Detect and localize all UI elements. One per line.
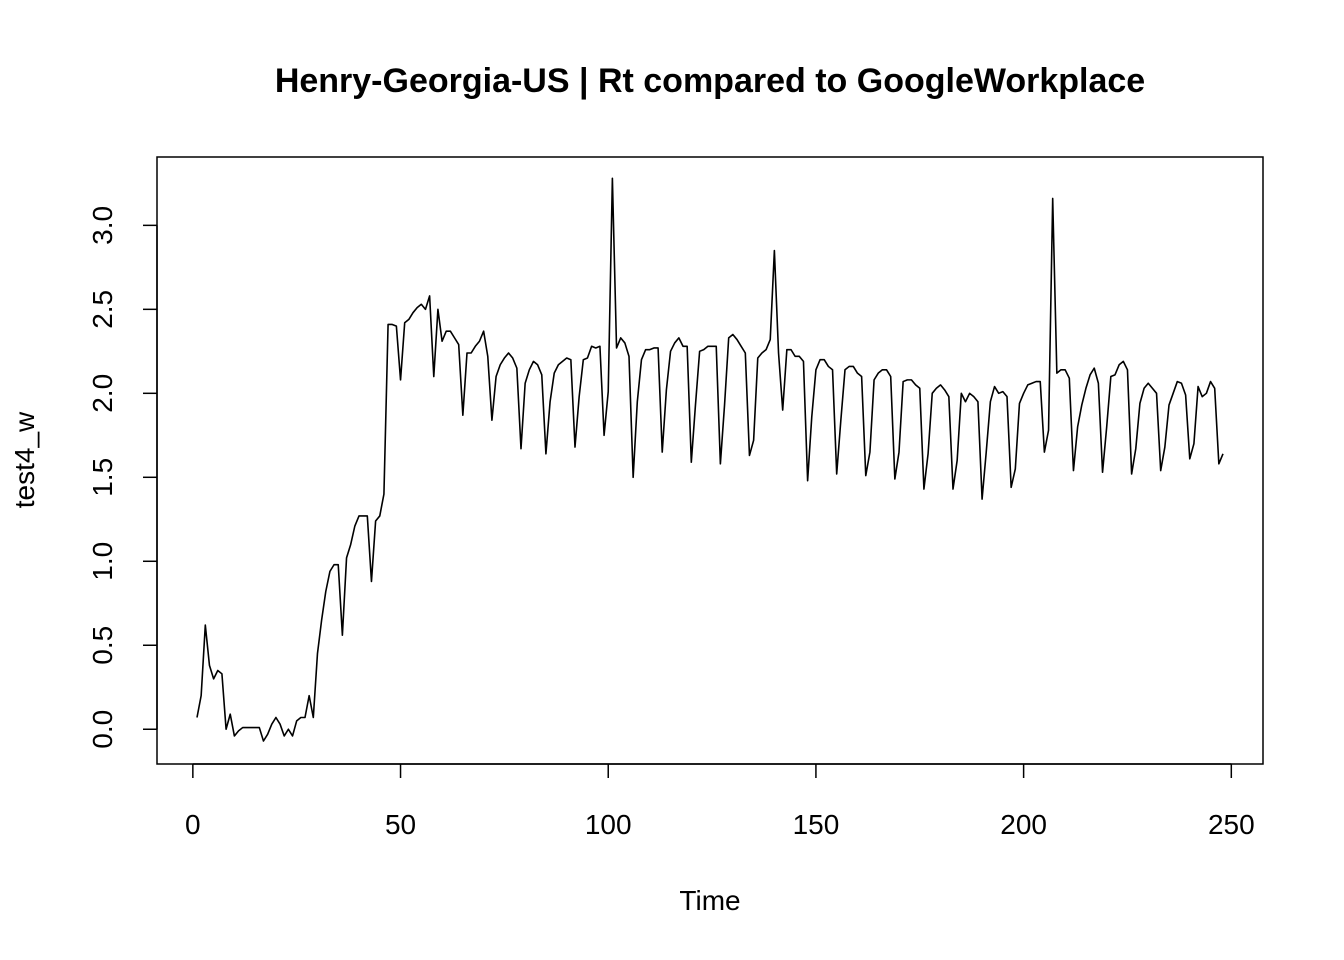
- y-tick-label: 1.0: [87, 542, 118, 581]
- x-tick-label: 0: [185, 809, 201, 840]
- y-tick-label: 0.5: [87, 626, 118, 665]
- x-tick-label: 150: [793, 809, 840, 840]
- x-tick-label: 250: [1208, 809, 1255, 840]
- series-line-test4-w: [196, 177, 1224, 742]
- y-tick-label: 2.5: [87, 290, 118, 329]
- chart-title: Henry-Georgia-US | Rt compared to Google…: [275, 62, 1145, 100]
- y-tick-label: 0.0: [87, 710, 118, 749]
- y-axis: 0.0 0.5 1.0 1.5 2.0 2.5 3.0: [87, 206, 158, 749]
- x-tick-label: 100: [585, 809, 632, 840]
- y-tick-label: 3.0: [87, 206, 118, 245]
- y-tick-label: 1.5: [87, 458, 118, 497]
- y-axis-label: test4_w: [9, 411, 40, 508]
- x-axis-label: Time: [679, 885, 740, 916]
- x-axis: 0 50 100 150 200 250: [185, 763, 1255, 840]
- y-tick-label: 2.0: [87, 374, 118, 413]
- plot-frame: [156, 156, 1264, 765]
- x-tick-label: 50: [385, 809, 416, 840]
- x-tick-label: 200: [1000, 809, 1047, 840]
